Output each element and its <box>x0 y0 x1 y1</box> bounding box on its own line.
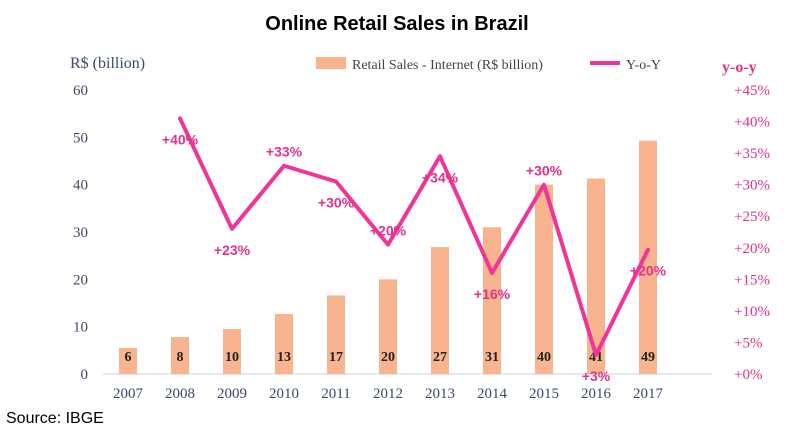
bar <box>171 337 189 374</box>
yoy-value-label: +3% <box>582 368 611 384</box>
yoy-value-label: +30% <box>318 195 355 211</box>
x-tick-label: 2010 <box>269 386 299 402</box>
right-tick-label: +20% <box>734 241 770 257</box>
bar <box>119 347 137 374</box>
yoy-value-label: +30% <box>526 163 563 179</box>
x-tick-label: 2008 <box>165 386 195 402</box>
bar-value-label: 13 <box>277 350 291 365</box>
right-tick-label: +15% <box>734 272 770 288</box>
x-tick-label: 2011 <box>321 386 350 402</box>
x-tick-label: 2015 <box>529 386 559 402</box>
left-tick-label: 50 <box>73 130 88 146</box>
bar-value-label: 10 <box>225 350 239 365</box>
x-tick-label: 2009 <box>217 386 247 402</box>
x-tick-label: 2007 <box>113 386 144 402</box>
yoy-line-series <box>178 116 650 358</box>
x-tick-label: 2013 <box>425 386 455 402</box>
x-tick-label: 2014 <box>477 386 508 402</box>
yoy-value-label: +34% <box>422 169 459 185</box>
x-tick-label: 2017 <box>633 386 664 402</box>
bar-value-label: 31 <box>485 350 499 365</box>
yoy-value-label: +23% <box>214 242 251 258</box>
bar <box>223 329 241 374</box>
bar-value-label: 49 <box>641 350 655 365</box>
bar-value-label: 40 <box>537 350 551 365</box>
right-axis-ticks: +0% +5% +10% +15% +20% +25% +30% +35% +40% +45% <box>734 83 770 383</box>
left-tick-label: 10 <box>73 320 88 336</box>
bar <box>431 247 449 374</box>
yoy-value-label: +40% <box>162 131 199 147</box>
left-axis-title: R$ (billion) <box>70 55 145 72</box>
left-axis-ticks: 0 10 20 30 40 50 60 <box>73 83 88 383</box>
right-axis-title: y-o-y <box>722 59 757 76</box>
bar <box>275 313 293 374</box>
bar-value-label: 20 <box>381 350 395 365</box>
bar <box>327 295 345 374</box>
x-axis-ticks: 2007 2008 2009 2010 2011 2012 2013 2014 2015 2016… <box>113 386 664 402</box>
bar-value-label: 27 <box>433 350 447 365</box>
bar-value-label: 41 <box>589 350 603 365</box>
x-tick-label: 2016 <box>581 386 612 402</box>
right-tick-label: +10% <box>734 304 770 320</box>
left-tick-label: 40 <box>73 178 88 194</box>
bar-labels: 6 8 10 13 17 20 27 31 40 41 49 <box>125 350 656 365</box>
bar <box>535 184 553 374</box>
yoy-line <box>178 116 650 358</box>
right-tick-label: +40% <box>734 115 770 131</box>
bar <box>379 279 397 374</box>
right-tick-label: +5% <box>734 335 762 351</box>
legend-label-bar: Retail Sales - Internet (R$ billion) <box>352 58 543 73</box>
bar <box>587 178 605 374</box>
right-tick-label: +45% <box>734 83 770 99</box>
left-tick-label: 30 <box>73 225 88 241</box>
bar-value-label: 6 <box>125 350 132 365</box>
bar <box>639 140 657 374</box>
left-tick-label: 20 <box>73 272 88 288</box>
bar-value-label: 17 <box>329 350 343 365</box>
right-tick-label: +25% <box>734 209 770 225</box>
bar-series <box>119 140 657 374</box>
legend-swatch-bar <box>316 57 346 69</box>
right-tick-label: +30% <box>734 178 770 194</box>
yoy-labels: +40% +23% +33% +30% +20% +34% +16% +30% +3% +20% <box>162 131 667 384</box>
right-tick-label: +0% <box>734 367 762 383</box>
legend: Retail Sales - Internet (R$ billion) Y-o… <box>316 57 661 73</box>
x-tick-label: 2012 <box>373 386 403 402</box>
yoy-value-label: +33% <box>266 144 303 160</box>
source-note: Source: IBGE <box>6 410 104 427</box>
yoy-value-label: +16% <box>474 286 511 302</box>
yoy-value-label: +20% <box>630 263 667 279</box>
left-tick-label: 0 <box>81 367 89 383</box>
bar-value-label: 8 <box>177 350 184 365</box>
right-tick-label: +35% <box>734 146 770 162</box>
left-tick-label: 60 <box>73 83 88 99</box>
chart-title: Online Retail Sales in Brazil <box>265 13 528 35</box>
yoy-value-label: +20% <box>370 223 407 239</box>
legend-label-line: Y-o-Y <box>626 58 661 73</box>
